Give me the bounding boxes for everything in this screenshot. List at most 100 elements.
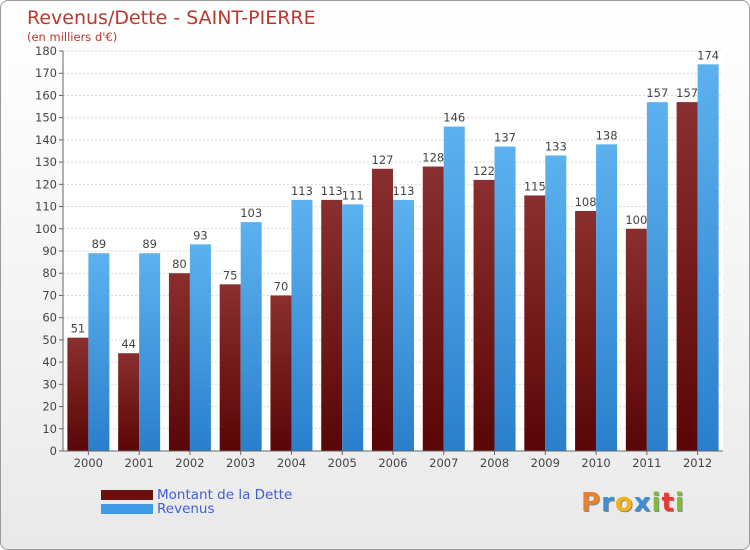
y-tick-label: 140	[35, 133, 57, 147]
data-label: 157	[676, 86, 698, 100]
x-tick-label: 2002	[175, 456, 204, 470]
bar-dette	[321, 199, 343, 451]
x-tick-label: 2001	[125, 456, 154, 470]
data-label: 113	[393, 184, 415, 198]
y-tick-label: 110	[35, 200, 57, 214]
bar-dette	[473, 179, 495, 451]
bar-dette	[270, 295, 292, 451]
bar-revenus	[291, 199, 313, 451]
x-tick-label: 2003	[226, 456, 255, 470]
data-label: 89	[142, 237, 157, 251]
chart-title: Revenus/Dette - SAINT-PIERRE	[27, 7, 316, 29]
legend-swatch-revenus	[101, 504, 153, 514]
legend-item-revenus: Revenus	[101, 501, 215, 517]
data-label: 51	[71, 322, 86, 336]
bar-dette	[118, 353, 140, 451]
bar-revenus	[139, 253, 161, 451]
y-tick-label: 60	[42, 311, 57, 325]
x-tick-label: 2008	[480, 456, 509, 470]
data-label: 111	[342, 188, 364, 202]
data-label: 122	[473, 164, 495, 178]
data-label: 80	[172, 257, 187, 271]
bar-revenus	[697, 64, 719, 452]
proxiti-logo: Proxiti	[581, 488, 685, 518]
bar-dette	[575, 211, 597, 451]
logo-letter: x	[633, 488, 652, 518]
y-tick-label: 10	[42, 422, 57, 436]
data-label: 113	[291, 184, 313, 198]
x-tick-label: 2004	[277, 456, 306, 470]
legend-label-dette: Montant de la Dette	[157, 487, 293, 503]
y-tick-label: 160	[35, 88, 57, 102]
x-tick-label: 2005	[328, 456, 357, 470]
y-tick-label: 150	[35, 111, 57, 125]
bar-revenus	[393, 199, 414, 451]
data-label: 137	[494, 131, 516, 145]
y-tick-label: 120	[35, 177, 57, 191]
bar-revenus	[494, 146, 516, 452]
logo-letter: i	[651, 488, 662, 518]
bar-revenus	[240, 222, 262, 451]
data-label: 127	[372, 153, 394, 167]
data-label: 100	[625, 213, 647, 227]
bar-dette	[676, 102, 698, 451]
y-tick-label: 30	[42, 377, 57, 391]
y-tick-label: 80	[42, 266, 57, 280]
y-tick-label: 130	[35, 155, 57, 169]
y-tick-label: 50	[42, 333, 57, 347]
x-tick-label: 2007	[429, 456, 458, 470]
x-tick-label: 2009	[531, 456, 560, 470]
bar-revenus	[342, 204, 364, 451]
bar-dette	[219, 284, 241, 451]
logo-letter: o	[614, 488, 634, 518]
logo-letter: P	[581, 488, 602, 518]
x-tick-label: 2006	[378, 456, 407, 470]
bar-revenus	[189, 244, 211, 451]
y-tick-label: 180	[35, 44, 57, 58]
data-label: 93	[193, 228, 208, 242]
y-tick-label: 70	[42, 288, 57, 302]
data-label: 138	[596, 128, 618, 142]
bar-revenus	[646, 102, 668, 451]
data-label: 103	[240, 206, 262, 220]
data-label: 128	[422, 151, 444, 165]
y-tick-label: 100	[35, 222, 57, 236]
data-label: 75	[223, 268, 238, 282]
bar-revenus	[545, 155, 567, 451]
data-label: 115	[524, 179, 546, 193]
data-label: 133	[545, 139, 567, 153]
bar-dette	[67, 337, 89, 451]
y-tick-label: 0	[50, 444, 57, 458]
bar-revenus	[443, 126, 465, 452]
data-label: 44	[121, 337, 136, 351]
legend-swatch-dette	[101, 490, 153, 500]
logo-letter: r	[601, 488, 615, 518]
x-tick-label: 2012	[683, 456, 712, 470]
y-tick-label: 20	[42, 400, 57, 414]
x-tick-label: 2000	[74, 456, 103, 470]
data-label: 146	[443, 111, 465, 125]
bar-dette	[372, 168, 393, 451]
x-tick-label: 2011	[632, 456, 661, 470]
chart-subtitle: (en milliers d'€)	[27, 30, 118, 44]
legend-label-revenus: Revenus	[157, 501, 215, 517]
y-tick-label: 90	[42, 244, 57, 258]
bar-revenus	[88, 253, 110, 451]
data-label: 108	[575, 195, 597, 209]
legend-item-dette: Montant de la Dette	[101, 487, 292, 503]
x-tick-label: 2010	[581, 456, 610, 470]
y-tick-label: 40	[42, 355, 57, 369]
data-label: 174	[697, 48, 719, 62]
y-tick-label: 170	[35, 66, 57, 80]
bar-dette	[625, 228, 647, 451]
logo-letter: i	[674, 488, 685, 518]
data-label: 70	[274, 279, 289, 293]
data-label: 89	[92, 237, 107, 251]
logo-letter: t	[661, 488, 675, 518]
data-label: 113	[321, 184, 343, 198]
data-label: 157	[646, 86, 668, 100]
bar-dette	[524, 195, 546, 451]
bar-dette	[422, 166, 444, 452]
